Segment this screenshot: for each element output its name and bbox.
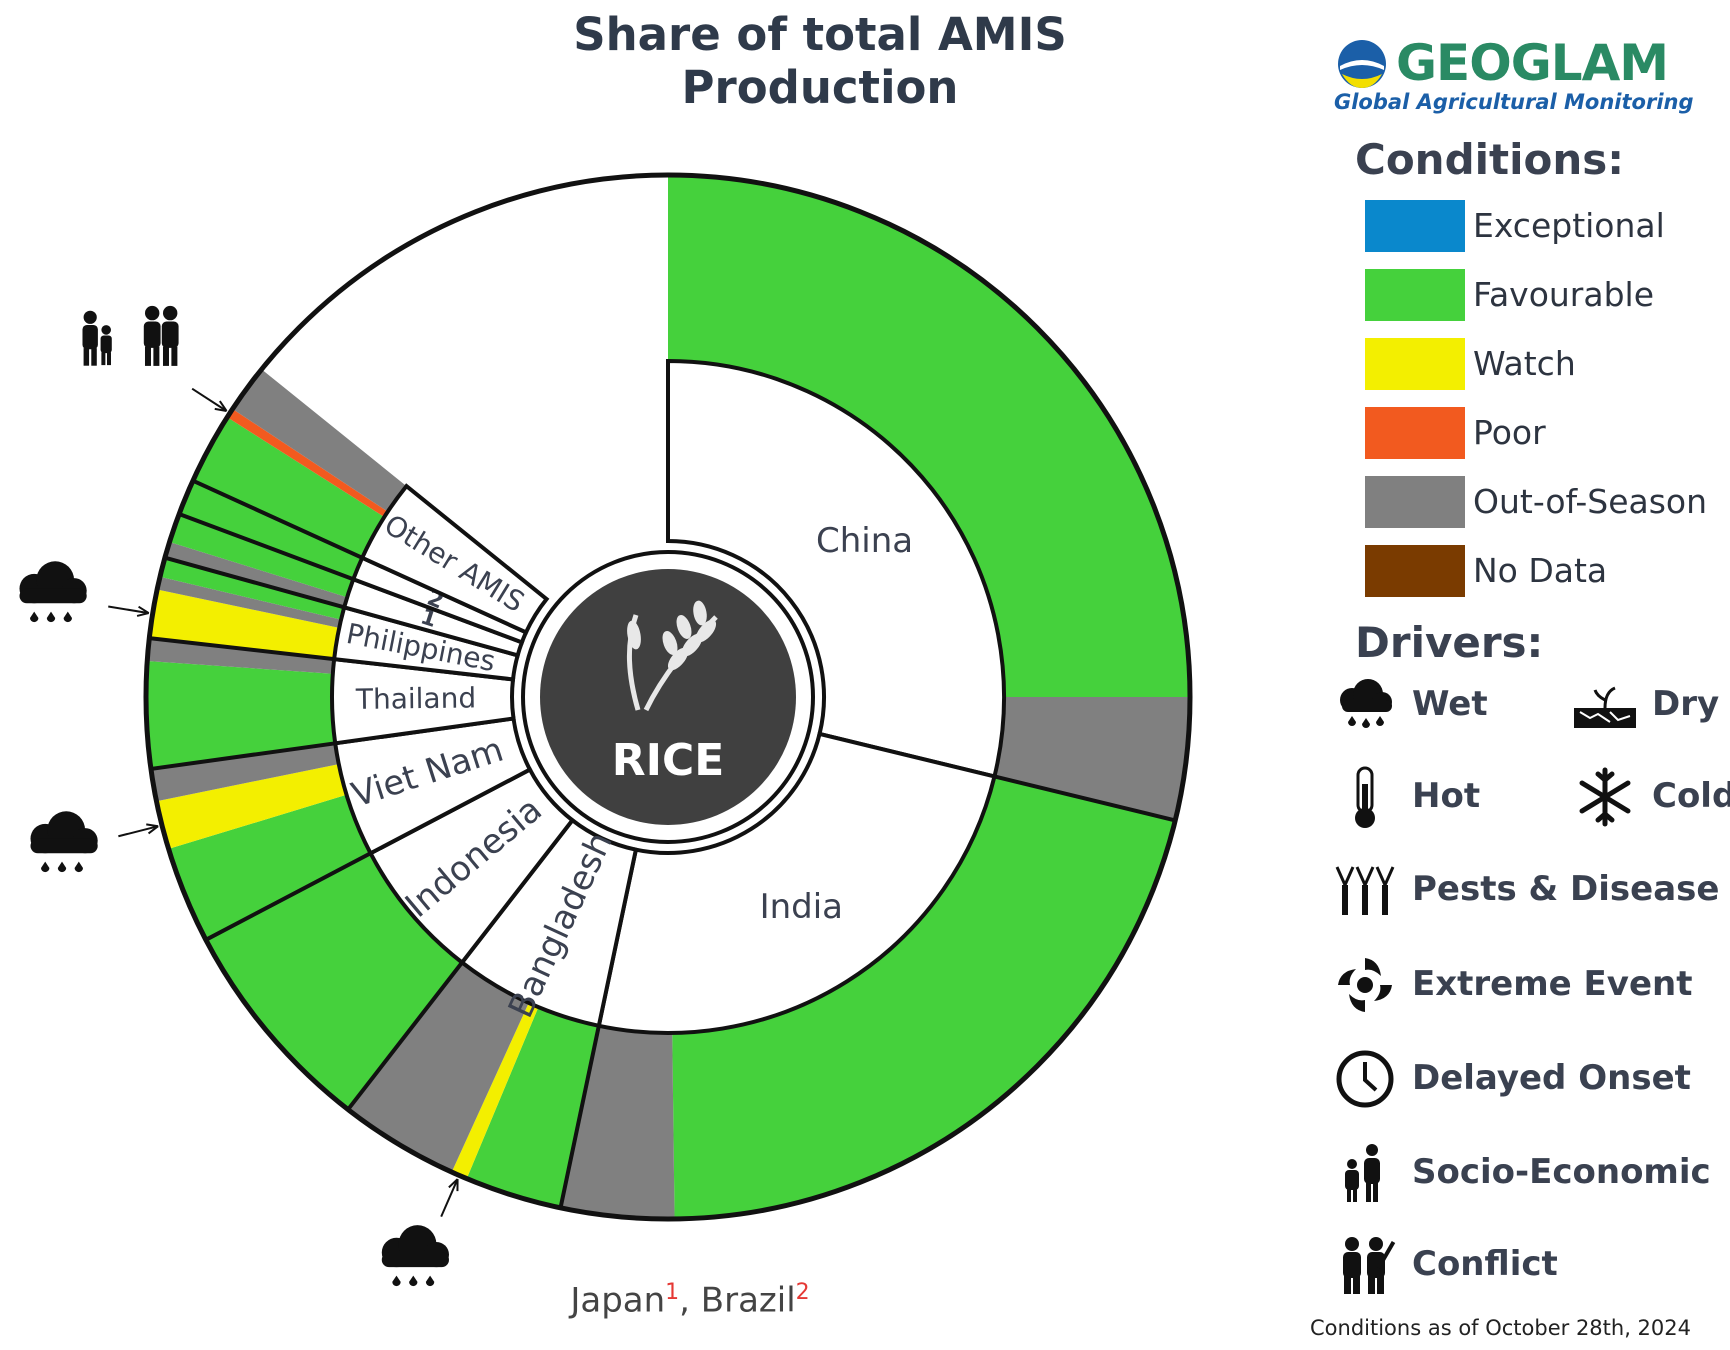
outer-slice-bangladesh-favourable-4 xyxy=(466,1007,599,1208)
outer-divider-4 xyxy=(558,1025,601,1209)
geoglam-globe-icon xyxy=(1338,40,1386,88)
outer-slice-brazil-favourable-18 xyxy=(179,480,363,580)
cyclone-icon xyxy=(1330,950,1400,1020)
driver-label-wet: Wet xyxy=(1412,684,1488,724)
outer-divider-13 xyxy=(149,636,335,662)
driver-arrowhead-1 xyxy=(146,823,159,835)
inner-slice-china xyxy=(666,358,1006,779)
outer-slice-viet-nam-watch-9 xyxy=(156,764,347,849)
footnote-brazil: Brazil xyxy=(700,1280,796,1321)
outer-slice-other-amis-favourable-19 xyxy=(192,417,385,558)
outer-slice-viet-nam-favourable-8 xyxy=(168,794,371,940)
soldiers-icon xyxy=(1330,1230,1400,1300)
country-label-china: China xyxy=(816,521,913,561)
chart-title: Share of total AMIS Production xyxy=(573,8,1067,114)
outer-slice-china-favourable-0 xyxy=(668,175,1190,697)
snowflake-icon xyxy=(1570,762,1640,832)
rice-plant-icon xyxy=(627,600,718,712)
logo-subtitle: Global Agricultural Monitoring xyxy=(1334,90,1694,114)
outer-ring xyxy=(143,172,1193,1222)
driver-label-socio-economic: Socio-Economic xyxy=(1412,1152,1711,1192)
driver-label-hot: Hot xyxy=(1412,776,1481,816)
outer-slice-india-favourable-2 xyxy=(672,776,1176,1219)
driver-label-pests-disease: Pests & Disease xyxy=(1412,869,1720,909)
outer-slice-viet-nam-out-of-season-10 xyxy=(150,743,339,802)
driver-arrowhead-0 xyxy=(448,1178,459,1192)
legend-swatch-poor xyxy=(1365,407,1465,459)
geoglam-logo: GEOGLAM Global Agricultural Monitoring xyxy=(1330,30,1694,120)
dry-ground-icon xyxy=(1570,670,1640,740)
outer-slice-japan-out-of-season-16 xyxy=(164,541,348,608)
driver-label-cold: Cold xyxy=(1652,776,1730,816)
center-hub: RICE xyxy=(521,550,815,844)
outer-slice-philippines-favourable-15 xyxy=(160,557,345,620)
driver-arrowhead-3 xyxy=(214,400,228,412)
country-label-thailand: Thailand xyxy=(355,681,477,716)
date-note: Conditions as of October 28th, 2024 xyxy=(1310,1316,1692,1340)
driver-arrow-3 xyxy=(191,387,228,412)
legend-swatch-exceptional xyxy=(1365,200,1465,252)
driver-label-extreme-event: Extreme Event xyxy=(1412,964,1693,1004)
footnote: Japan1, Brazil2 xyxy=(540,1280,840,1320)
legend-swatch-favourable xyxy=(1365,269,1465,321)
outer-slice-thailand-out-of-season-12 xyxy=(147,638,335,674)
pests-trees-icon xyxy=(1330,855,1400,925)
legend-label-exceptional: Exceptional xyxy=(1473,206,1665,245)
country-label-india: India xyxy=(760,887,843,927)
footnote-mark-2: 2 xyxy=(795,1280,810,1305)
legend-swatch-out-of-season xyxy=(1365,476,1465,528)
drivers-heading: Drivers: xyxy=(1355,618,1544,667)
rain-cloud-icon xyxy=(1330,670,1400,740)
footnote-sep: , xyxy=(679,1280,701,1321)
outer-slice-other-amis-out-of-season-21 xyxy=(232,369,407,512)
legend-swatch-watch xyxy=(1365,338,1465,390)
driver-label-delayed-onset: Delayed Onset xyxy=(1412,1058,1691,1098)
legend-label-poor: Poor xyxy=(1473,413,1546,452)
outer-divider-7 xyxy=(346,961,464,1111)
outer-slice-japan-favourable-17 xyxy=(169,514,354,598)
legend-label-watch: Watch xyxy=(1473,344,1576,383)
thermometer-icon xyxy=(1330,762,1400,832)
clock-icon xyxy=(1330,1044,1400,1114)
inner-slice-other-amis xyxy=(359,483,550,636)
driver-markers xyxy=(19,305,459,1287)
driver-arrow-1 xyxy=(118,825,159,838)
rain-cloud-icon xyxy=(30,811,98,873)
family-icon xyxy=(1330,1138,1400,1208)
legend-label-out-of-season: Out-of-Season xyxy=(1473,482,1708,521)
rain-cloud-icon xyxy=(19,561,87,623)
outer-slice-thailand-favourable-11 xyxy=(145,660,336,769)
inner-slice-india xyxy=(596,731,997,1035)
rain-cloud-icon xyxy=(381,1225,449,1287)
footnote-mark-1: 1 xyxy=(665,1280,680,1305)
legend-label-no-data: No Data xyxy=(1473,551,1608,590)
outer-ring-border xyxy=(143,172,1193,1222)
driver-arrow-0 xyxy=(440,1178,459,1218)
socio-conflict-icon xyxy=(82,305,179,366)
footnote-japan: Japan xyxy=(570,1280,666,1321)
outer-divider-2 xyxy=(993,774,1176,823)
logo-name: GEOGLAM xyxy=(1396,34,1669,92)
center-label: RICE xyxy=(612,735,725,786)
driver-arrowhead-2 xyxy=(136,605,150,617)
legend-label-favourable: Favourable xyxy=(1473,275,1655,314)
outer-slice-indonesia-favourable-7 xyxy=(205,853,463,1110)
outer-slice-china-out-of-season-1 xyxy=(994,697,1190,821)
outer-divider-11 xyxy=(150,741,336,771)
outer-divider-16 xyxy=(164,555,345,610)
driver-label-dry: Dry xyxy=(1652,684,1720,724)
outer-slice-other-amis-poor-20 xyxy=(227,409,388,517)
outer-slice-bangladesh-out-of-season-6 xyxy=(348,962,529,1173)
outer-divider-18 xyxy=(178,512,355,582)
outer-divider-19 xyxy=(192,478,364,560)
driver-label-conflict: Conflict xyxy=(1412,1244,1558,1284)
outer-divider-8 xyxy=(204,851,372,942)
legend-swatch-no-data xyxy=(1365,545,1465,597)
driver-arrow-2 xyxy=(108,605,149,615)
conditions-heading: Conditions: xyxy=(1355,135,1625,184)
outer-slice-philippines-out-of-season-14 xyxy=(157,576,342,628)
outer-slice-bangladesh-watch-5 xyxy=(451,1002,539,1179)
